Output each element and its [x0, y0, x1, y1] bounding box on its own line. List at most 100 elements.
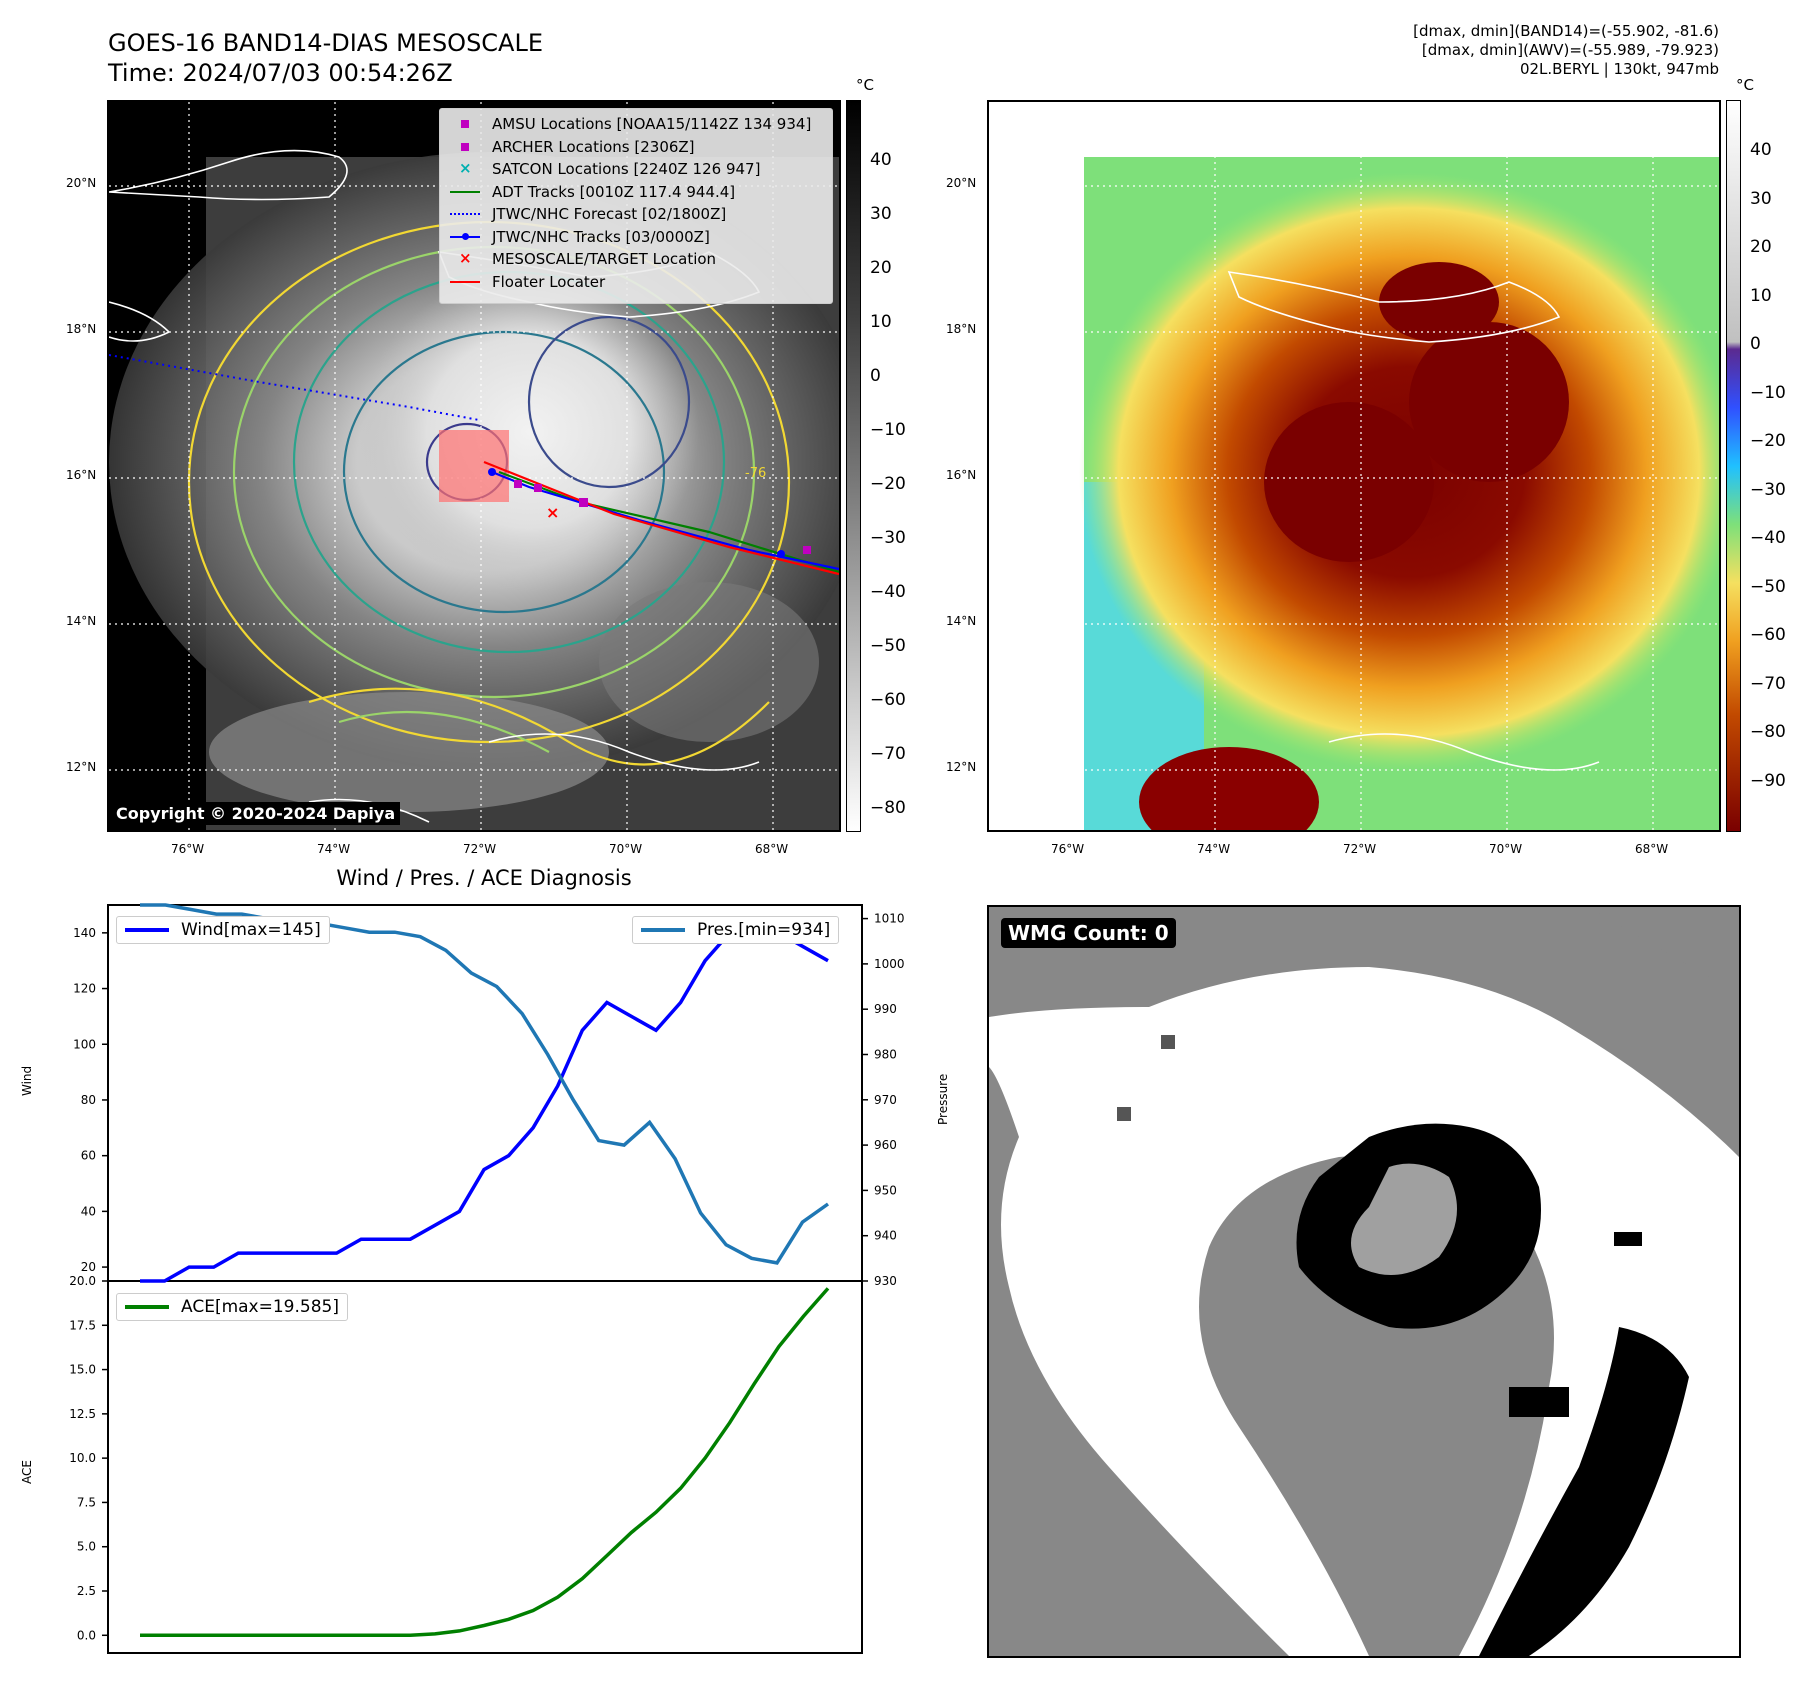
ir-map-panel: -76 × AMSU Locations [NOAA15/1142Z	[107, 100, 841, 832]
awv-coastline-south-america	[1328, 733, 1600, 771]
contour-5	[527, 315, 691, 489]
y-tick-label: 980	[874, 1047, 897, 1061]
legend-item-satcon: × SATCON Locations [2240Z 126 947]	[448, 158, 824, 181]
ir-colorbar-tick: 20	[870, 258, 892, 278]
coastline-south-america	[488, 733, 760, 771]
legend-item-archer: ARCHER Locations [2306Z]	[448, 136, 824, 159]
awv-north-region	[1379, 262, 1499, 342]
legend-symbol	[448, 229, 482, 245]
ir-colorbar-unit: °C	[856, 76, 874, 94]
lat-tick-label: 12°N	[946, 760, 977, 774]
ace-axis-title: ACE	[20, 1460, 34, 1484]
legend-symbol	[448, 184, 482, 200]
legend-symbol	[448, 274, 482, 290]
wmg-map	[989, 907, 1739, 1656]
ir-colorbar-tick: 0	[870, 366, 881, 386]
y-tick-label: 40	[81, 1204, 96, 1218]
lat-tick-label: 14°N	[66, 614, 97, 628]
legend-item-adt: ADT Tracks [0010Z 117.4 944.4]	[448, 181, 824, 204]
y-tick-label: 1010	[874, 912, 905, 926]
lat-tick-label: 18°N	[946, 322, 977, 336]
archer-marker	[534, 484, 542, 492]
lon-tick-label: 76°W	[1051, 842, 1085, 856]
info-line-1: [dmax, dmin](BAND14)=(-55.902, -81.6)	[1413, 22, 1719, 40]
lon-tick-label: 68°W	[1635, 842, 1669, 856]
contour-south	[308, 687, 770, 766]
awv-colorbar-tick: 30	[1750, 188, 1772, 209]
wmg-dark-speck-1	[1161, 1035, 1175, 1049]
ir-colorbar-tick: −50	[870, 636, 906, 656]
ir-colorbar-tick: 40	[870, 150, 892, 170]
y-tick-label: 960	[874, 1138, 897, 1152]
awv-colorbar-tick: −50	[1750, 576, 1786, 597]
info-line-2: [dmax, dmin](AWV)=(-55.989, -79.923)	[1421, 41, 1719, 59]
awv-colorbar-tick: −30	[1750, 479, 1786, 500]
best-track-point	[488, 468, 496, 476]
legend-symbol: ×	[459, 159, 472, 178]
copyright-badge: Copyright © 2020-2024 Dapiya	[111, 802, 401, 825]
y-tick-label: 17.5	[69, 1318, 96, 1332]
y-tick-label: 970	[874, 1093, 897, 1107]
y-tick-label: 10.0	[69, 1451, 96, 1465]
contour-south-2	[338, 710, 550, 753]
lon-tick-label: 70°W	[1489, 842, 1523, 856]
diagnosis-ticks: 20 40 60 80 100 120 140 930 940 950 960 970 980 990 10…	[69, 912, 904, 1643]
awv-colorbar-tick: −90	[1750, 770, 1786, 791]
ace-axes	[107, 1280, 863, 1654]
wmg-black-speck	[1614, 1232, 1642, 1246]
legend-item-amsu: AMSU Locations [NOAA15/1142Z 134 934]	[448, 113, 824, 136]
info-line-3: 02L.BERYL | 130kt, 947mb	[1519, 60, 1719, 78]
east-cloud-band	[599, 582, 819, 742]
awv-map	[989, 102, 1719, 830]
ace-legend: ACE[max=19.585]	[116, 1293, 348, 1321]
contour-value-label: -76	[745, 466, 766, 481]
awv-colorbar-tick: 40	[1750, 140, 1772, 160]
wmg-count-badge: WMG Count: 0	[1001, 918, 1176, 948]
ir-colorbar-tick: −40	[870, 582, 906, 602]
ace-series	[140, 1287, 830, 1638]
coastline-cuba	[109, 149, 348, 201]
awv-coastline-hispaniola	[1227, 271, 1561, 343]
y-tick-label: 20.0	[69, 1274, 96, 1288]
lat-tick-label: 12°N	[66, 760, 97, 774]
ir-colorbar-tick: 30	[870, 204, 892, 224]
y-tick-label: 60	[81, 1149, 96, 1163]
diagnosis-title: Wind / Pres. / ACE Diagnosis	[336, 866, 632, 890]
awv-south-region	[1139, 747, 1319, 830]
amsu-marker-2	[579, 498, 588, 507]
lat-tick-label: 20°N	[946, 176, 977, 190]
awv-colorbar-tick: −20	[1750, 431, 1786, 451]
coastline-jamaica	[109, 301, 171, 342]
wind-series	[140, 916, 829, 1283]
pressure-series	[140, 903, 830, 1265]
y-tick-label: 140	[73, 926, 96, 940]
ir-legend: AMSU Locations [NOAA15/1142Z 134 934] AR…	[439, 108, 833, 304]
y-tick-label: 12.5	[69, 1407, 96, 1421]
awv-east-region	[1409, 322, 1569, 482]
ir-colorbar-tick: 10	[870, 312, 892, 332]
ir-colorbar-tick: −10	[870, 420, 906, 440]
amsu-marker	[514, 480, 522, 488]
y-tick-label: 20	[81, 1260, 96, 1274]
wind-axis-title: Wind	[20, 1065, 34, 1096]
ace-series-line	[140, 1287, 830, 1638]
wmg-white-band	[989, 967, 1739, 1656]
lat-tick-label: 14°N	[946, 614, 977, 628]
pres-series-line	[140, 903, 830, 1265]
figure-title: GOES-16 BAND14-DIAS MESOSCALE Time: 2024…	[108, 28, 543, 88]
lon-tick-label: 72°W	[463, 842, 497, 856]
ir-colorbar-tick: −70	[870, 744, 906, 764]
y-tick-label: 930	[874, 1274, 897, 1288]
central-dense-overcast	[359, 272, 699, 592]
title-line-2: Time: 2024/07/03 00:54:26Z	[108, 59, 453, 87]
awv-coastlines	[1227, 271, 1600, 771]
contour-4	[342, 330, 666, 614]
awv-eye-region	[1264, 402, 1434, 562]
diagnosis-chart: 20 40 60 80 100 120 140 930 940 950 960 970 980 990 10…	[69, 903, 905, 1654]
y-tick-label: 15.0	[69, 1363, 96, 1377]
pressure-legend-line	[641, 928, 685, 932]
lon-tick-label: 76°W	[171, 842, 205, 856]
y-tick-label: 990	[874, 1002, 897, 1016]
ir-colorbar-tick: −60	[870, 690, 906, 710]
y-tick-label: 1000	[874, 957, 905, 971]
